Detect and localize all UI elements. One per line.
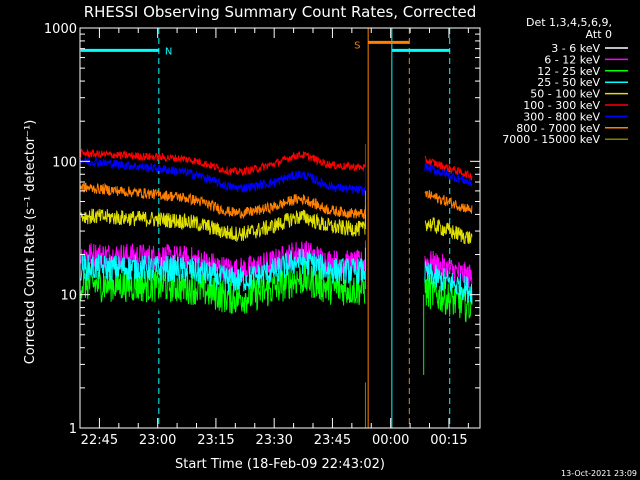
attenuator-flags: NS bbox=[80, 28, 451, 428]
legend-label: 3 - 6 keV bbox=[551, 42, 600, 55]
series-line bbox=[424, 250, 473, 289]
series-line bbox=[80, 248, 366, 293]
series-line bbox=[80, 240, 366, 284]
timestamp-footer: 13-Oct-2021 23:09 bbox=[561, 469, 637, 478]
legend-label: 6 - 12 keV bbox=[544, 53, 600, 66]
axes: 1 10 100 1000 22:45 23:00 23:15 23:30 23:45 00:00… bbox=[44, 22, 481, 448]
x-tick-label: 00:00 bbox=[372, 433, 409, 448]
x-tick-label: 22:45 bbox=[81, 433, 118, 448]
legend-label: 12 - 25 keV bbox=[537, 65, 600, 78]
series-line bbox=[424, 261, 473, 304]
series-line bbox=[424, 155, 473, 181]
y-tick-label: 1 bbox=[69, 422, 77, 437]
legend-label: 300 - 800 keV bbox=[523, 110, 600, 123]
series-line bbox=[424, 162, 473, 187]
legend-label: 50 - 100 keV bbox=[530, 88, 600, 101]
chart-title: RHESSI Observing Summary Count Rates, Co… bbox=[84, 3, 477, 21]
series-line bbox=[80, 148, 366, 177]
series-line bbox=[80, 156, 366, 196]
y-tick-label: 10 bbox=[60, 289, 77, 304]
legend-label: 100 - 300 keV bbox=[523, 99, 600, 112]
y-axis-label: Corrected Count Rate (s⁻¹ detector⁻¹) bbox=[23, 120, 38, 365]
x-tick-label: 23:15 bbox=[197, 433, 234, 448]
legend-header: Det 1,3,4,5,6,9, bbox=[526, 16, 612, 29]
x-tick-label: 23:00 bbox=[139, 433, 176, 448]
series-line bbox=[424, 217, 473, 245]
x-tick-label: 23:45 bbox=[314, 433, 351, 448]
series-line bbox=[80, 182, 366, 220]
flag-label: S bbox=[354, 40, 360, 51]
series-group bbox=[80, 143, 473, 428]
y-tick-label: 1000 bbox=[44, 22, 77, 37]
y-tick-label: 100 bbox=[52, 155, 77, 170]
plot-frame bbox=[79, 27, 481, 429]
x-tick-label: 23:30 bbox=[255, 433, 292, 448]
x-tick-label: 00:15 bbox=[430, 433, 467, 448]
series-line bbox=[80, 208, 366, 242]
legend-label: 7000 - 15000 keV bbox=[502, 133, 600, 146]
flag-label: N bbox=[165, 46, 172, 57]
legend-label: 25 - 50 keV bbox=[537, 76, 600, 89]
series-line bbox=[80, 262, 366, 314]
legend-header: Att 0 bbox=[586, 28, 612, 41]
x-axis-label: Start Time (18-Feb-09 22:43:02) bbox=[175, 457, 385, 472]
legend-label: 800 - 7000 keV bbox=[516, 122, 600, 135]
series-line bbox=[424, 190, 473, 214]
